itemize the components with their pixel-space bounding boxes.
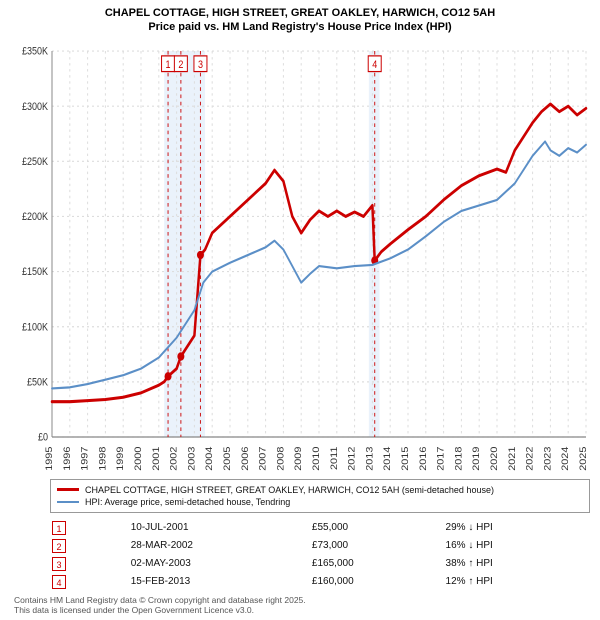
svg-text:2006: 2006	[241, 446, 251, 471]
svg-text:2015: 2015	[401, 446, 411, 471]
footer-line2: This data is licensed under the Open Gov…	[14, 605, 590, 616]
legend-swatch-hpi	[57, 501, 79, 503]
svg-text:£200K: £200K	[22, 211, 48, 223]
svg-text:1998: 1998	[98, 446, 108, 471]
svg-text:2: 2	[178, 59, 183, 71]
svg-text:2021: 2021	[508, 446, 518, 471]
chart-svg: £0 £50K £100K £150K £200K £250K £300K £350K 1995…	[10, 39, 590, 473]
svg-text:2025: 2025	[579, 446, 589, 471]
svg-text:1997: 1997	[80, 446, 90, 471]
svg-text:2008: 2008	[276, 446, 286, 471]
svg-text:2019: 2019	[472, 446, 482, 471]
sale-date: 10-JUL-2001	[129, 519, 310, 537]
sale-price: £55,000	[310, 519, 444, 537]
svg-text:4: 4	[372, 59, 377, 71]
sale-price: £165,000	[310, 555, 444, 573]
svg-text:£300K: £300K	[22, 101, 48, 113]
svg-text:2009: 2009	[294, 446, 304, 471]
sale-price: £73,000	[310, 537, 444, 555]
svg-text:2022: 2022	[525, 446, 535, 471]
sale-delta: 38% ↑ HPI	[444, 555, 590, 573]
legend-item-property: CHAPEL COTTAGE, HIGH STREET, GREAT OAKLE…	[57, 484, 583, 496]
svg-text:2014: 2014	[383, 446, 393, 471]
svg-text:2017: 2017	[436, 446, 446, 471]
svg-text:2003: 2003	[187, 446, 197, 471]
chart-title: CHAPEL COTTAGE, HIGH STREET, GREAT OAKLE…	[10, 6, 590, 35]
sale-date: 15-FEB-2013	[129, 573, 310, 591]
sale-marker-4: 4	[52, 575, 66, 589]
svg-text:1999: 1999	[116, 446, 126, 471]
svg-text:2005: 2005	[223, 446, 233, 471]
footer: Contains HM Land Registry data © Crown c…	[14, 595, 590, 616]
sale-delta: 12% ↑ HPI	[444, 573, 590, 591]
svg-text:2020: 2020	[490, 446, 500, 471]
svg-text:2023: 2023	[543, 446, 553, 471]
svg-text:£350K: £350K	[22, 46, 48, 58]
svg-text:2001: 2001	[152, 446, 162, 471]
svg-text:2011: 2011	[330, 446, 340, 470]
sale-date: 02-MAY-2003	[129, 555, 310, 573]
sale-date: 28-MAR-2002	[129, 537, 310, 555]
sale-delta: 29% ↓ HPI	[444, 519, 590, 537]
svg-text:2007: 2007	[258, 446, 268, 471]
sale-marker-1: 1	[52, 521, 66, 535]
title-line2: Price paid vs. HM Land Registry's House …	[10, 20, 590, 34]
table-row: 3 02-MAY-2003£165,00038% ↑ HPI	[50, 555, 590, 573]
svg-text:£150K: £150K	[22, 266, 48, 278]
svg-text:£0: £0	[38, 431, 48, 443]
sale-delta: 16% ↓ HPI	[444, 537, 590, 555]
svg-text:2012: 2012	[347, 446, 357, 471]
price-chart: £0 £50K £100K £150K £200K £250K £300K £350K 1995…	[10, 39, 590, 473]
svg-text:£50K: £50K	[27, 376, 48, 388]
legend: CHAPEL COTTAGE, HIGH STREET, GREAT OAKLE…	[50, 479, 590, 513]
legend-label-hpi: HPI: Average price, semi-detached house,…	[85, 497, 290, 507]
svg-text:2004: 2004	[205, 446, 215, 471]
svg-text:1: 1	[166, 59, 171, 71]
table-row: 1 10-JUL-2001£55,00029% ↓ HPI	[50, 519, 590, 537]
svg-text:2018: 2018	[454, 446, 464, 471]
legend-item-hpi: HPI: Average price, semi-detached house,…	[57, 496, 583, 508]
title-line1: CHAPEL COTTAGE, HIGH STREET, GREAT OAKLE…	[10, 6, 590, 20]
svg-text:2000: 2000	[134, 446, 144, 471]
sale-marker-3: 3	[52, 557, 66, 571]
svg-text:2016: 2016	[419, 446, 429, 471]
svg-text:2002: 2002	[169, 446, 179, 471]
svg-text:£100K: £100K	[22, 321, 48, 333]
svg-text:1996: 1996	[63, 446, 73, 471]
footer-line1: Contains HM Land Registry data © Crown c…	[14, 595, 590, 606]
legend-label-property: CHAPEL COTTAGE, HIGH STREET, GREAT OAKLE…	[85, 485, 494, 495]
sale-marker-2: 2	[52, 539, 66, 553]
svg-text:2013: 2013	[365, 446, 375, 471]
svg-text:3: 3	[198, 59, 203, 71]
legend-swatch-property	[57, 488, 79, 491]
sale-price: £160,000	[310, 573, 444, 591]
svg-text:2024: 2024	[561, 446, 571, 471]
svg-text:2010: 2010	[312, 446, 322, 471]
svg-text:£250K: £250K	[22, 156, 48, 168]
sales-table: 1 10-JUL-2001£55,00029% ↓ HPI 2 28-MAR-2002…	[50, 519, 590, 591]
svg-text:1995: 1995	[45, 446, 55, 471]
table-row: 2 28-MAR-2002£73,00016% ↓ HPI	[50, 537, 590, 555]
table-row: 4 15-FEB-2013£160,00012% ↑ HPI	[50, 573, 590, 591]
